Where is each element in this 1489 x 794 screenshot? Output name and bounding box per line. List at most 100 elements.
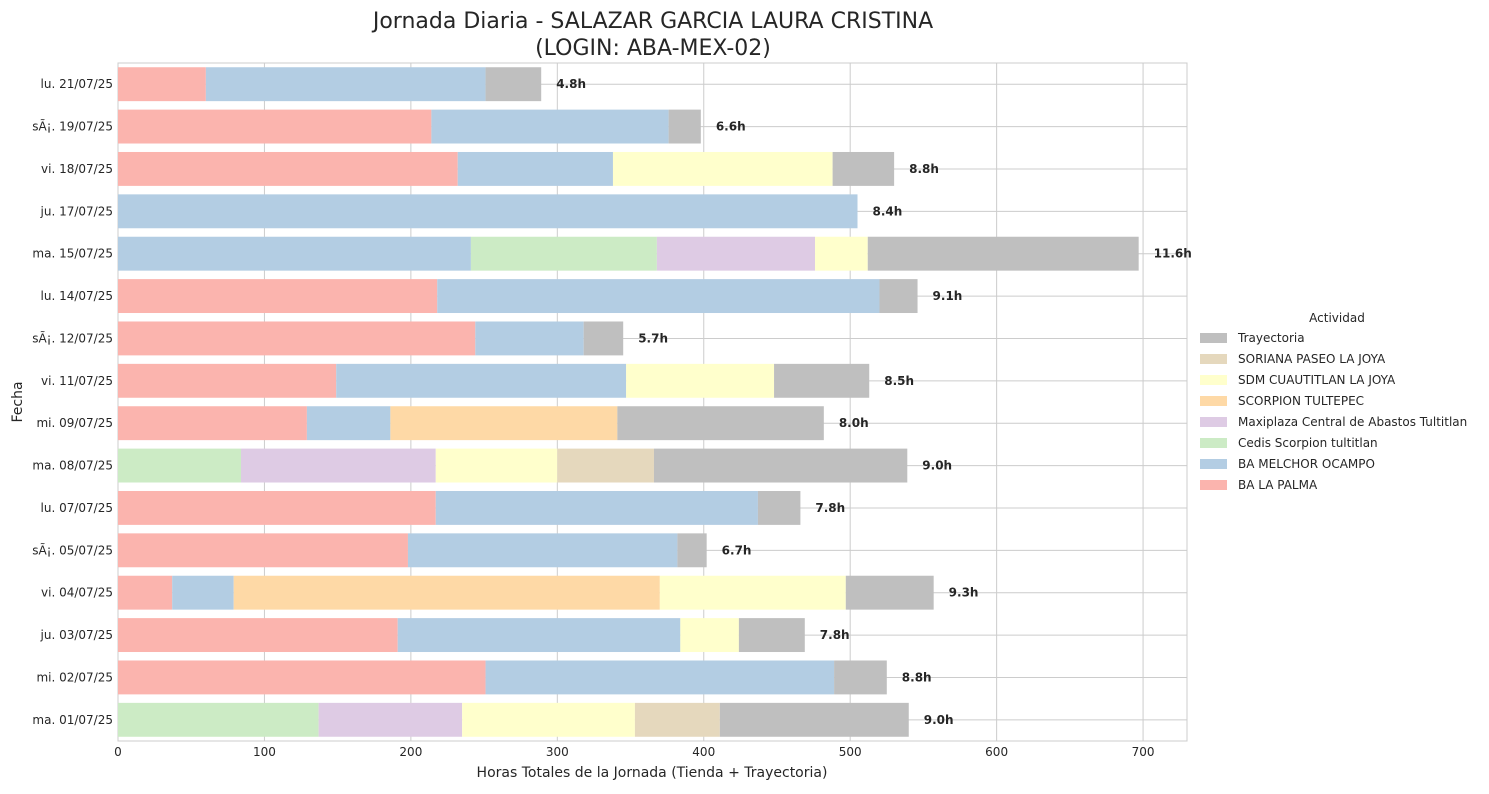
bar-total-label: 7.8h: [820, 628, 850, 642]
bar-total-label: 8.8h: [909, 162, 939, 176]
bar-total-label: 9.0h: [922, 459, 952, 473]
legend-label: Trayectoria: [1237, 331, 1305, 345]
legend-label: SCORPION TULTEPEC: [1238, 394, 1364, 408]
x-tick-label: 200: [399, 745, 422, 759]
y-tick-label: vi. 18/07/25: [41, 162, 113, 176]
legend-title: Actividad: [1309, 311, 1365, 325]
chart-title-line2: (LOGIN: ABA-MEX-02): [535, 36, 771, 61]
legend-label: Cedis Scorpion tultitlan: [1238, 436, 1378, 450]
y-tick-label: sÃ¡. 19/07/25: [32, 119, 113, 134]
bar-segment: [719, 702, 909, 737]
bar-segment: [205, 67, 486, 102]
bar-segment: [845, 575, 934, 610]
bar-segment: [390, 406, 618, 441]
bar-segment: [435, 448, 558, 483]
bar-total-label: 6.7h: [722, 543, 752, 557]
bar-segment: [118, 236, 471, 271]
bar-segment: [653, 448, 908, 483]
bar-segment: [435, 490, 758, 525]
y-tick-label: vi. 11/07/25: [41, 374, 113, 388]
x-axis-label: Horas Totales de la Jornada (Tienda + Tr…: [477, 765, 828, 781]
legend-label: SORIANA PASEO LA JOYA: [1238, 352, 1386, 366]
bar-segment: [757, 490, 801, 525]
x-tick-label: 600: [985, 745, 1008, 759]
legend-swatch: [1200, 396, 1227, 406]
bar-segment: [557, 448, 654, 483]
bar-segment: [241, 448, 436, 483]
bar-segment: [680, 618, 739, 653]
bar-segment: [485, 660, 835, 695]
x-tick-label: 400: [692, 745, 715, 759]
bar-segment: [118, 490, 436, 525]
bar-segment: [118, 618, 398, 653]
y-tick-label: ju. 03/07/25: [40, 628, 113, 642]
bar-total-label: 8.4h: [873, 204, 903, 218]
legend-label: BA MELCHOR OCAMPO: [1238, 457, 1375, 471]
bar-segment: [879, 279, 918, 314]
y-axis-label: Fecha: [10, 381, 26, 422]
bar-segment: [233, 575, 660, 610]
bar-total-label: 5.7h: [638, 331, 668, 345]
chart-title-line1: Jornada Diaria - SALAZAR GARCIA LAURA CR…: [371, 9, 933, 34]
x-tick-label: 300: [546, 745, 569, 759]
y-tick-label: vi. 04/07/25: [41, 586, 113, 600]
y-tick-label: mi. 02/07/25: [36, 670, 113, 684]
bar-segment: [656, 236, 816, 271]
bar-total-label: 9.3h: [949, 586, 979, 600]
y-tick-label: lu. 07/07/25: [41, 501, 113, 515]
y-tick-label: sÃ¡. 05/07/25: [32, 542, 113, 557]
bar-segment: [118, 67, 206, 102]
legend-swatch: [1200, 333, 1227, 343]
bar-segment: [118, 406, 307, 441]
x-tick-label: 0: [114, 745, 122, 759]
y-tick-label: ma. 01/07/25: [32, 713, 113, 727]
bar-segment: [118, 533, 408, 568]
bar-segment: [118, 109, 432, 144]
bar-segment: [118, 363, 337, 398]
x-tick-label: 500: [839, 745, 862, 759]
y-tick-label: sÃ¡. 12/07/25: [32, 330, 113, 345]
bar-segment: [668, 109, 701, 144]
y-tick-label: mi. 09/07/25: [36, 416, 113, 430]
bar-segment: [118, 279, 438, 314]
bar-segment: [336, 363, 627, 398]
legend-swatch: [1200, 459, 1227, 469]
y-tick-label: ju. 17/07/25: [40, 204, 113, 218]
bar-segment: [475, 321, 584, 356]
bar-segment: [172, 575, 234, 610]
bar-segment: [118, 575, 173, 610]
bar-segment: [815, 236, 868, 271]
bar-segment: [659, 575, 846, 610]
bar-segment: [431, 109, 669, 144]
bar-segment: [397, 618, 681, 653]
legend-label: BA LA PALMA: [1238, 478, 1318, 492]
bar-segment: [867, 236, 1139, 271]
bar-segment: [774, 363, 870, 398]
plot-area: 0 100 200 300 400 500 600 700 lu. 21/07/25 sÃ¡. 1…: [32, 62, 1192, 759]
bar-total-label: 6.6h: [716, 120, 746, 134]
bar-segment: [626, 363, 775, 398]
x-tick-label: 700: [1132, 745, 1155, 759]
legend-label: Maxiplaza Central de Abastos Tultitlan: [1238, 415, 1467, 429]
bar-total-label: 7.8h: [815, 501, 845, 515]
bar-segment: [118, 321, 476, 356]
legend: Actividad Trayectoria SORIANA PASEO LA JO…: [1200, 311, 1467, 492]
bar-segment: [738, 618, 805, 653]
bar-segment: [118, 151, 458, 186]
bar-segment: [118, 702, 319, 737]
bar-segment: [457, 151, 613, 186]
bar-total-label: 11.6h: [1154, 247, 1192, 261]
legend-swatch: [1200, 480, 1227, 490]
legend-swatch: [1200, 354, 1227, 364]
bar-total-label: 9.1h: [933, 289, 963, 303]
bar-total-label: 8.5h: [884, 374, 914, 388]
bar-segment: [470, 236, 657, 271]
bar-segment: [677, 533, 707, 568]
bar-total-label: 8.0h: [839, 416, 869, 430]
bar-total-label: 8.8h: [902, 670, 932, 684]
bar-segment: [462, 702, 635, 737]
bar-segment: [634, 702, 720, 737]
bar-segment: [118, 660, 486, 695]
legend-swatch: [1200, 417, 1227, 427]
bar-segment: [832, 151, 895, 186]
